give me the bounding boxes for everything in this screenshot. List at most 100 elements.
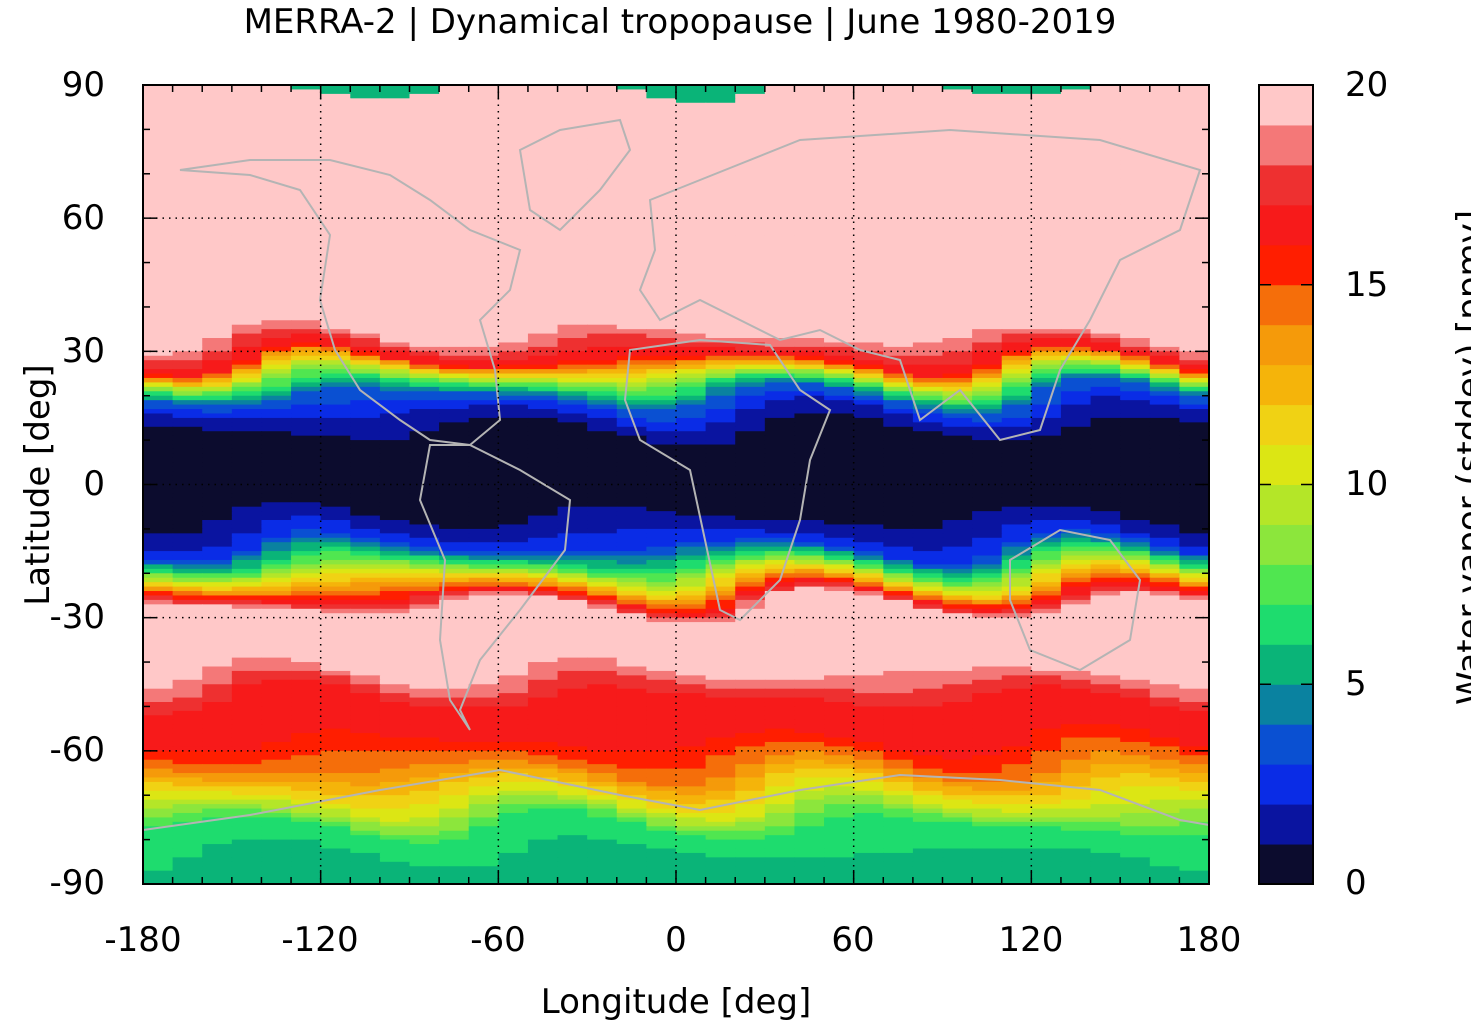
field-cell [853,497,884,503]
field-cell [439,675,470,681]
field-cell [764,386,796,392]
field-cell [291,320,322,326]
field-cell [1090,462,1121,468]
field-cell [824,555,855,561]
field-cell [172,289,203,295]
field-cell [912,346,944,352]
field-cell [853,404,884,410]
field-cell [616,488,647,494]
field-cell [202,506,233,512]
field-cell [557,258,588,264]
field-cell [231,511,263,517]
field-cell [824,693,855,699]
field-cell [231,107,263,113]
field-cell [291,351,322,357]
field-cell [291,599,322,605]
field-cell [676,311,707,317]
field-cell [409,151,440,157]
field-cell [646,426,677,432]
field-cell [646,582,677,588]
field-cell [231,466,263,472]
field-cell [350,147,381,153]
field-cell [498,182,529,188]
field-cell [527,373,559,379]
field-cell [320,244,351,250]
field-cell [379,493,411,499]
field-cell [527,533,559,539]
field-cell [261,355,292,361]
field-cell [379,289,411,295]
field-cell [172,151,203,157]
field-cell [320,635,351,641]
field-cell [379,457,411,463]
field-cell [379,515,411,521]
field-cell [1149,617,1180,623]
field-cell [764,604,796,610]
field-cell [972,493,1003,499]
field-cell [439,639,470,645]
field-cell [143,240,174,246]
field-cell [143,222,174,228]
field-cell [705,688,736,694]
field-cell [557,462,588,468]
field-cell [557,608,588,614]
field-cell [143,670,174,676]
field-cell [883,360,914,366]
field-cell [1001,391,1032,397]
field-cell [498,258,529,264]
field-cell [853,471,884,477]
field-cell [409,311,440,317]
field-cell [824,524,855,530]
field-cell [853,306,884,312]
field-cell [320,591,351,597]
field-cell [1149,173,1180,179]
field-cell [972,515,1003,521]
field-cell [912,577,944,583]
field-cell [587,644,618,650]
field-cell [439,404,470,410]
field-cell [616,599,647,605]
field-cell [261,471,292,477]
field-cell [942,453,973,459]
field-cell [942,346,973,352]
field-cell [912,271,944,277]
field-cell [557,386,588,392]
field-cell [1060,653,1092,659]
field-cell [1001,147,1032,153]
field-cell [764,280,796,286]
field-cell [853,218,884,224]
field-cell [942,573,973,579]
field-cell [587,568,618,574]
field-cell [320,528,351,534]
field-cell [379,129,411,135]
field-cell [1031,346,1062,352]
field-cell [350,156,381,162]
field-cell [379,666,411,672]
field-cell [705,213,736,219]
field-cell [350,675,381,681]
field-cell [883,653,914,659]
field-cell [261,102,292,108]
field-cell [1149,333,1180,339]
field-cell [735,626,766,632]
field-cell [764,608,796,614]
field-cell [1001,280,1032,286]
field-cell [350,653,381,659]
field-cell [824,249,855,255]
field-cell [1090,391,1121,397]
field-cell [350,537,381,543]
field-cell [143,653,174,659]
field-cell [231,249,263,255]
field-cell [439,346,470,352]
field-cell [320,315,351,321]
field-cell [824,235,855,241]
field-cell [912,484,944,490]
field-cell [912,466,944,472]
field-cell [616,444,647,450]
field-cell [350,222,381,228]
field-cell [1001,124,1032,130]
field-cell [261,324,292,330]
field-cell [1001,404,1032,410]
field-cell [912,133,944,139]
field-cell [261,107,292,113]
